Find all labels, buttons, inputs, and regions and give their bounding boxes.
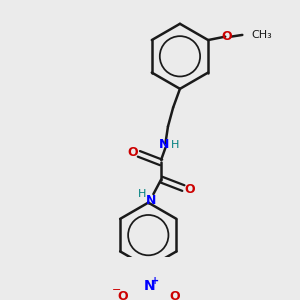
- Text: O: O: [117, 290, 128, 300]
- Text: N: N: [146, 194, 156, 207]
- Text: O: O: [169, 290, 180, 300]
- Text: H: H: [171, 140, 179, 150]
- Text: CH₃: CH₃: [251, 30, 272, 40]
- Text: O: O: [128, 146, 138, 159]
- Text: O: O: [222, 30, 232, 43]
- Text: −: −: [112, 285, 121, 295]
- Text: N: N: [143, 280, 155, 293]
- Text: N: N: [158, 138, 169, 151]
- Text: O: O: [184, 183, 195, 196]
- Text: H: H: [138, 189, 146, 199]
- Text: +: +: [151, 276, 159, 286]
